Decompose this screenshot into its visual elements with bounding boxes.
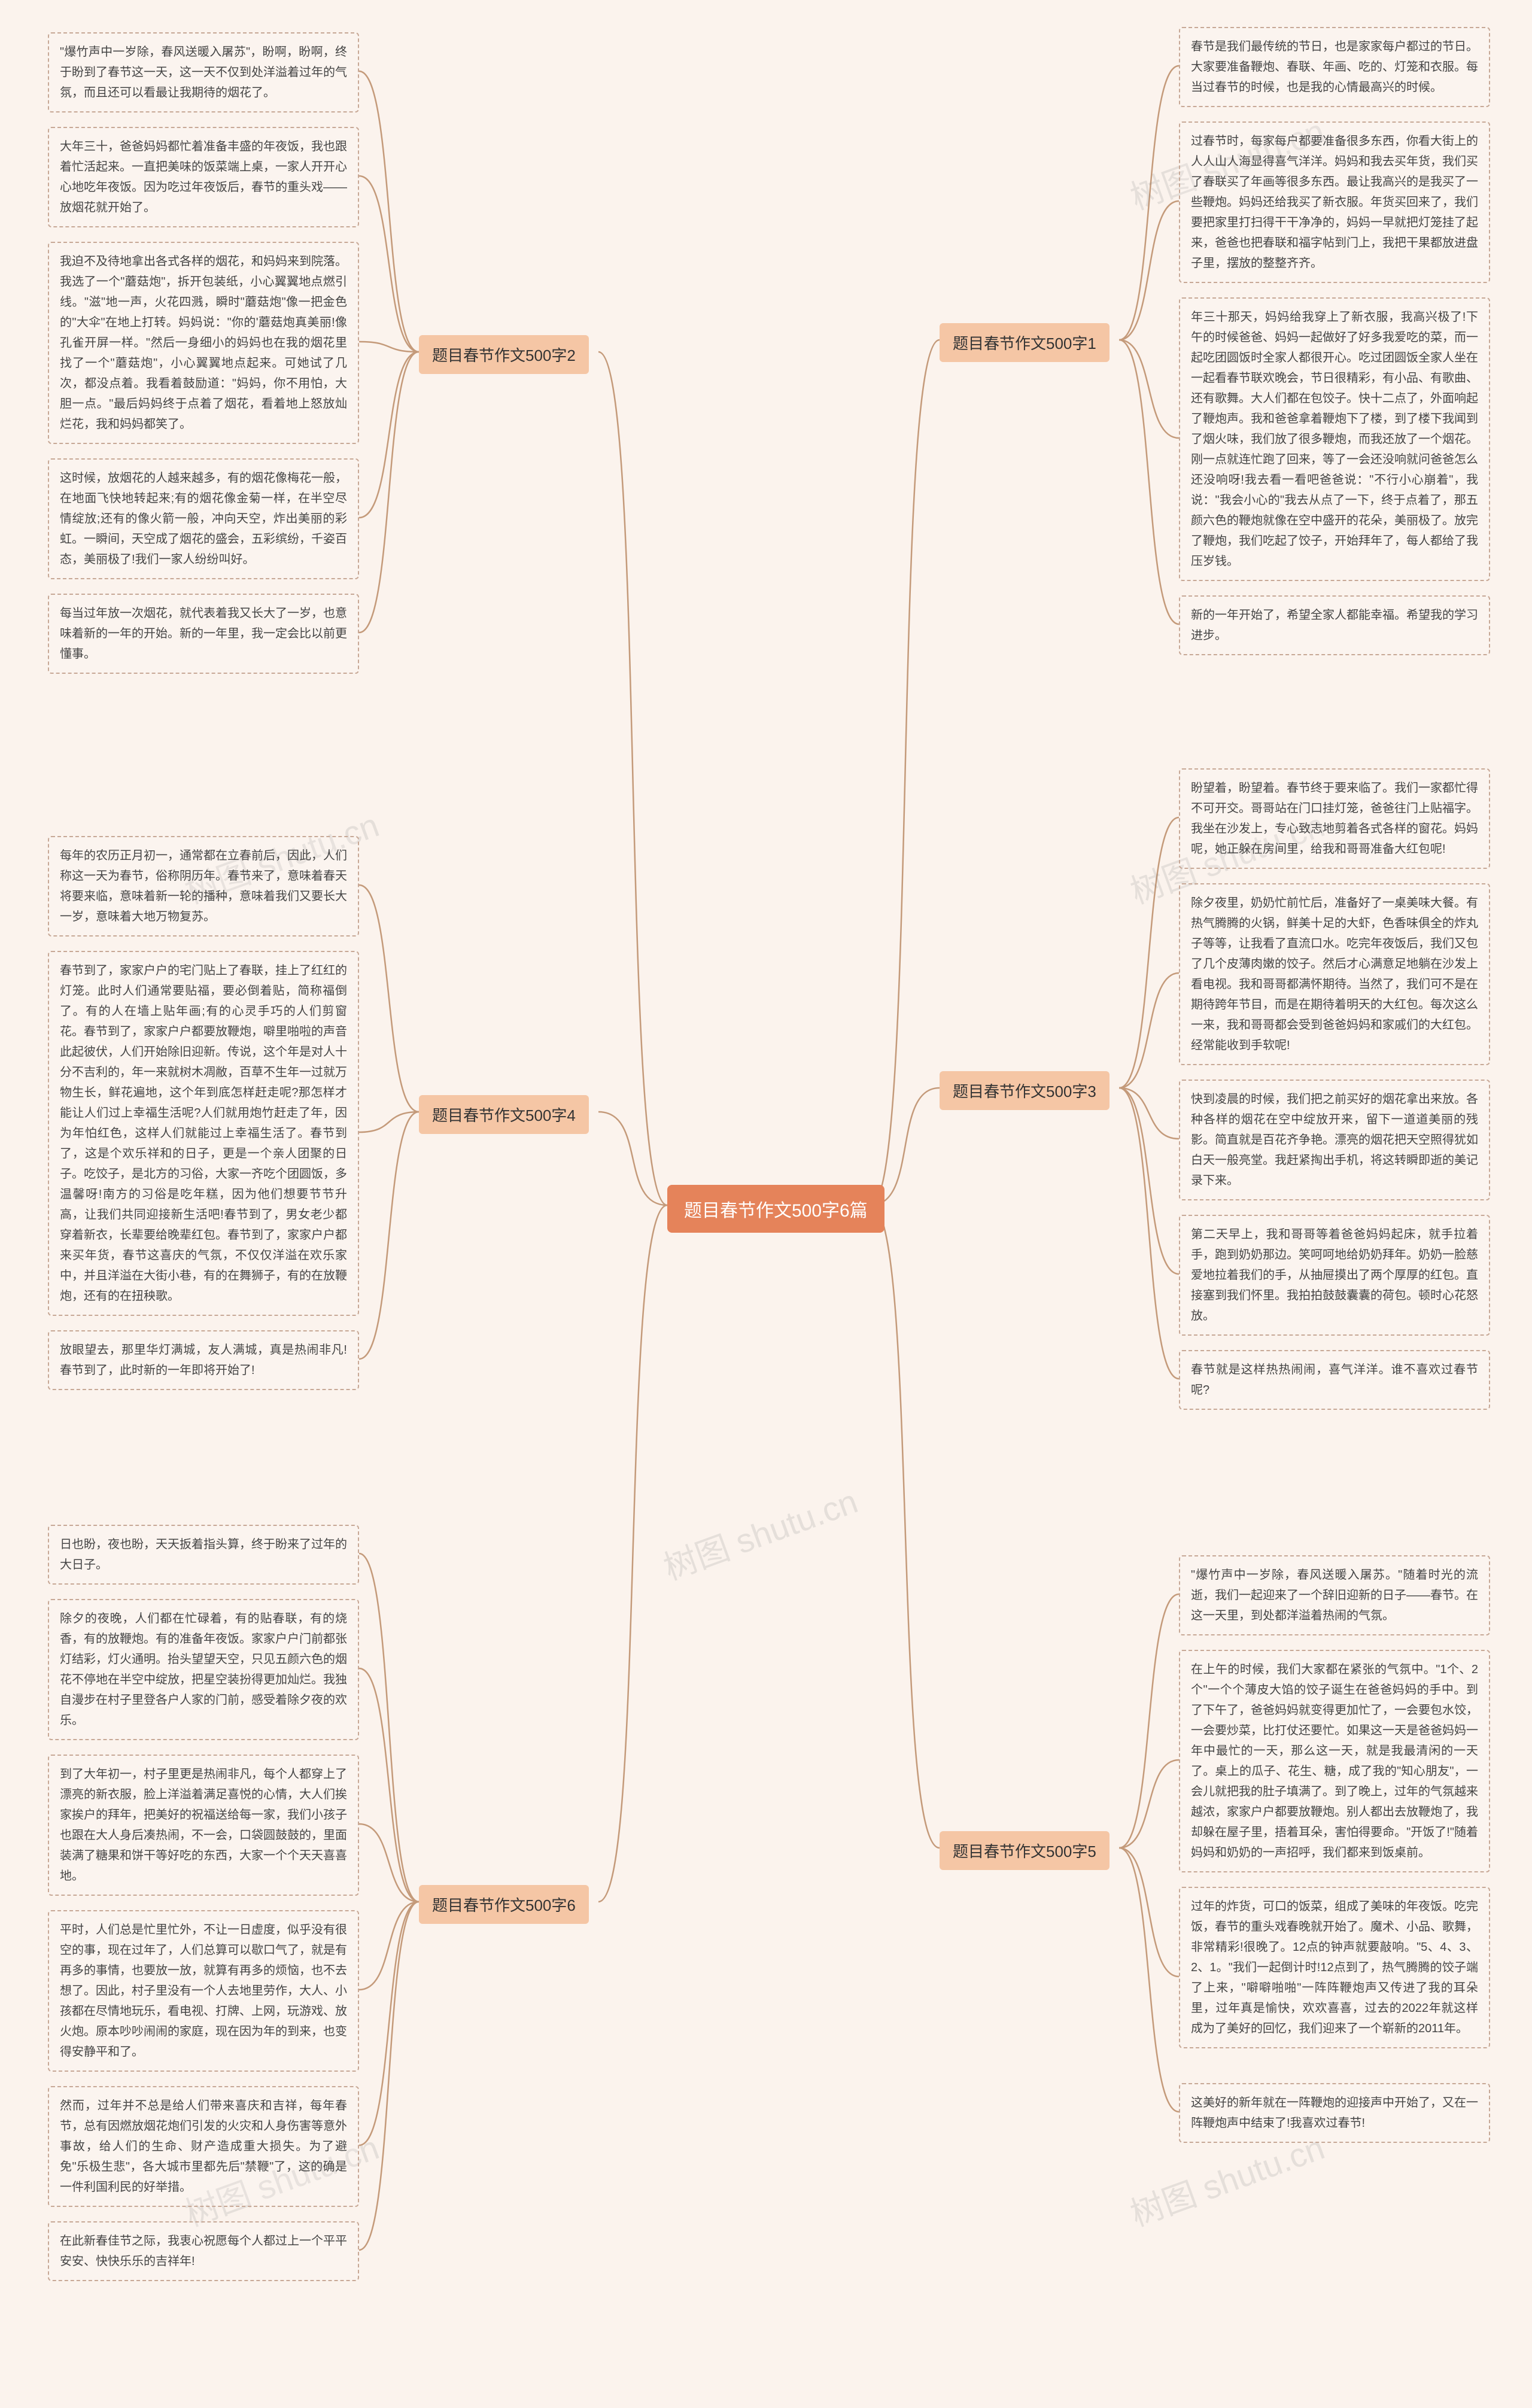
leaf-b1-0: 春节是我们最传统的节日，也是家家每户都过的节日。大家要准备鞭炮、春联、年画、吃的… xyxy=(1179,27,1490,107)
watermark: 树图 shutu.cn xyxy=(656,1474,864,1589)
leaf-b6-3: 平时，人们总是忙里忙外，不让一日虚度，似乎没有很空的事，现在过年了，人们总算可以… xyxy=(48,1910,359,2072)
branch-b5: 题目春节作文500字5 xyxy=(940,1831,1110,1870)
leaf-b5-1: 在上午的时候，我们大家都在紧张的气氛中。"1个、2个"一个个薄皮大馅的饺子诞生在… xyxy=(1179,1650,1490,1872)
leaf-b3-0: 盼望着，盼望着。春节终于要来临了。我们一家都忙得不可开交。哥哥站在门口挂灯笼，爸… xyxy=(1179,768,1490,869)
leaf-b5-2: 过年的炸货，可口的饭菜，组成了美味的年夜饭。吃完饭，春节的重头戏春晚就开始了。魔… xyxy=(1179,1887,1490,2048)
leaf-b3-2: 快到凌晨的时候，我们把之前买好的烟花拿出来放。各种各样的烟花在空中绽放开来，留下… xyxy=(1179,1080,1490,1200)
leaf-b5-3: 这美好的新年就在一阵鞭炮的迎接声中开始了，又在一阵鞭炮声中结束了!我喜欢过春节! xyxy=(1179,2083,1490,2143)
leaf-b6-1: 除夕的夜晚，人们都在忙碌着，有的贴春联，有的烧香，有的放鞭炮。有的准备年夜饭。家… xyxy=(48,1599,359,1740)
branch-b1: 题目春节作文500字1 xyxy=(940,323,1110,362)
branch-b6: 题目春节作文500字6 xyxy=(419,1885,589,1924)
leaf-b4-0: 每年的农历正月初一，通常都在立春前后，因此，人们称这一天为春节，俗称阴历年。春节… xyxy=(48,836,359,937)
leaf-b2-2: 我迫不及待地拿出各式各样的烟花，和妈妈来到院落。我选了一个"蘑菇炮"，拆开包装纸… xyxy=(48,242,359,444)
leaf-b1-3: 新的一年开始了，希望全家人都能幸福。希望我的学习进步。 xyxy=(1179,595,1490,655)
leaf-b3-1: 除夕夜里，奶奶忙前忙后，准备好了一桌美味大餐。有热气腾腾的火锅，鲜美十足的大虾，… xyxy=(1179,883,1490,1065)
leaf-b5-0: "爆竹声中一岁除，春风送暖入屠苏。"随着时光的流逝，我们一起迎来了一个辞旧迎新的… xyxy=(1179,1555,1490,1635)
leaf-b6-4: 然而，过年并不总是给人们带来喜庆和吉祥，每年春节，总有因燃放烟花炮们引发的火灾和… xyxy=(48,2086,359,2207)
leaf-b3-3: 第二天早上，我和哥哥等着爸爸妈妈起床，就手拉着手，跑到奶奶那边。笑呵呵地给奶奶拜… xyxy=(1179,1215,1490,1336)
leaf-b2-3: 这时候，放烟花的人越来越多，有的烟花像梅花一般，在地面飞快地转起来;有的烟花像金… xyxy=(48,458,359,579)
leaf-b4-2: 放眼望去，那里华灯满城，友人满城，真是热闹非凡!春节到了，此时新的一年即将开始了… xyxy=(48,1330,359,1390)
branch-b2: 题目春节作文500字2 xyxy=(419,335,589,374)
leaf-b4-1: 春节到了，家家户户的宅门贴上了春联，挂上了红红的灯笼。此时人们通常要贴福，要必倒… xyxy=(48,951,359,1316)
leaf-b3-4: 春节就是这样热热闹闹，喜气洋洋。谁不喜欢过春节呢? xyxy=(1179,1350,1490,1410)
leaf-b2-4: 每当过年放一次烟花，就代表着我又长大了一岁，也意味着新的一年的开始。新的一年里，… xyxy=(48,594,359,674)
leaf-b6-2: 到了大年初一，村子里更是热闹非凡，每个人都穿上了漂亮的新衣服，脸上洋溢着满足喜悦… xyxy=(48,1755,359,1896)
leaf-b1-1: 过春节时，每家每户都要准备很多东西，你看大街上的人人山人海显得喜气洋洋。妈妈和我… xyxy=(1179,121,1490,283)
branch-b3: 题目春节作文500字3 xyxy=(940,1071,1110,1110)
branch-b4: 题目春节作文500字4 xyxy=(419,1095,589,1134)
mindmap-root: 题目春节作文500字6篇 xyxy=(667,1185,884,1233)
leaf-b2-1: 大年三十，爸爸妈妈都忙着准备丰盛的年夜饭，我也跟着忙活起来。一直把美味的饭菜端上… xyxy=(48,127,359,227)
leaf-b2-0: "爆竹声中一岁除，春风送暖入屠苏"，盼啊，盼啊，终于盼到了春节这一天，这一天不仅… xyxy=(48,32,359,113)
leaf-b6-0: 日也盼，夜也盼，天天扳着指头算，终于盼来了过年的大日子。 xyxy=(48,1525,359,1585)
leaf-b6-5: 在此新春佳节之际，我衷心祝愿每个人都过上一个平平安安、快快乐乐的吉祥年! xyxy=(48,2221,359,2281)
leaf-b1-2: 年三十那天，妈妈给我穿上了新衣服，我高兴极了!下午的时候爸爸、妈妈一起做好了好多… xyxy=(1179,297,1490,581)
